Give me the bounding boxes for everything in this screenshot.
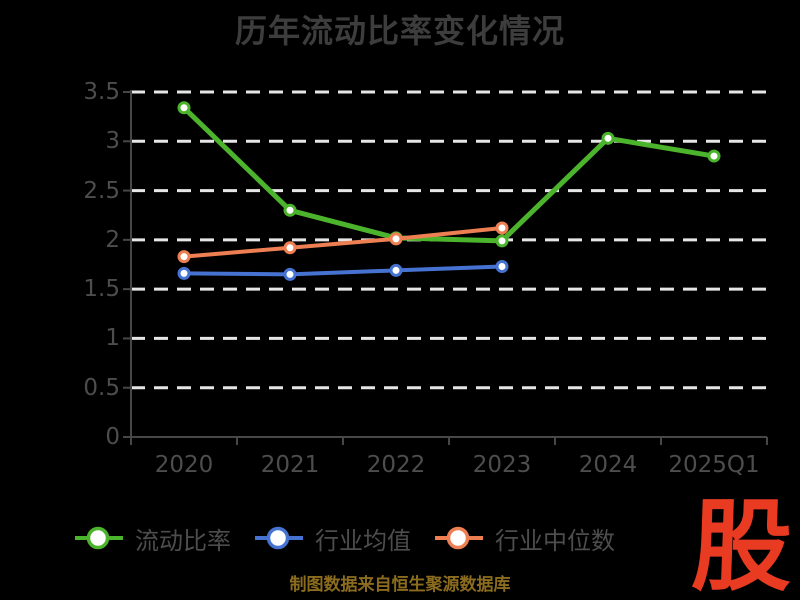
y-tick-label: 0: [105, 424, 120, 450]
data-point: [283, 203, 297, 217]
data-source-caption: 制图数据来自恒生聚源数据库: [289, 575, 511, 595]
stock-logo: 股: [689, 488, 795, 600]
data-point: [283, 267, 297, 281]
series-line: [182, 226, 504, 259]
data-point: [601, 131, 615, 145]
data-point: [389, 232, 403, 246]
data-point: [389, 263, 403, 277]
legend: 流动比率 行业均值 行业中位数: [0, 518, 690, 558]
y-tick-label: 3.5: [83, 79, 120, 105]
x-tick-label: 2023: [472, 452, 532, 478]
legend-label: 行业均值: [315, 526, 411, 555]
x-tick-label: 2022: [366, 452, 426, 478]
data-point: [495, 259, 509, 273]
legend-marker-icon: [255, 526, 303, 550]
data-point: [177, 266, 191, 280]
legend-label: 行业中位数: [495, 526, 615, 555]
legend-item[interactable]: 行业均值: [255, 521, 411, 556]
legend-marker-icon: [75, 526, 123, 550]
chart-title: 历年流动比率变化情况: [234, 12, 565, 50]
legend-label: 流动比率: [135, 526, 231, 555]
y-tick-label: 2.5: [83, 177, 120, 204]
data-point: [177, 101, 191, 115]
data-point: [495, 234, 509, 248]
y-tick-label: 1.5: [83, 276, 120, 303]
series-line: [181, 105, 717, 244]
legend-item[interactable]: 流动比率: [75, 521, 231, 556]
legend-marker-icon: [435, 526, 483, 550]
data-point: [283, 241, 297, 255]
data-point: [707, 149, 721, 163]
y-tick-label: 2: [105, 226, 120, 253]
x-tick-label: 2024: [578, 452, 638, 478]
y-tick-label: 0.5: [83, 374, 120, 401]
x-tick-label: 2025Q1: [668, 452, 760, 478]
data-point: [495, 221, 509, 235]
series-line: [182, 264, 504, 277]
y-tick-label: 1: [105, 325, 120, 352]
data-point: [177, 250, 191, 264]
x-tick-label: 2021: [260, 452, 320, 478]
legend-item[interactable]: 行业中位数: [435, 521, 615, 556]
x-tick-label: 2020: [154, 452, 214, 478]
y-tick-label: 3: [105, 128, 120, 155]
